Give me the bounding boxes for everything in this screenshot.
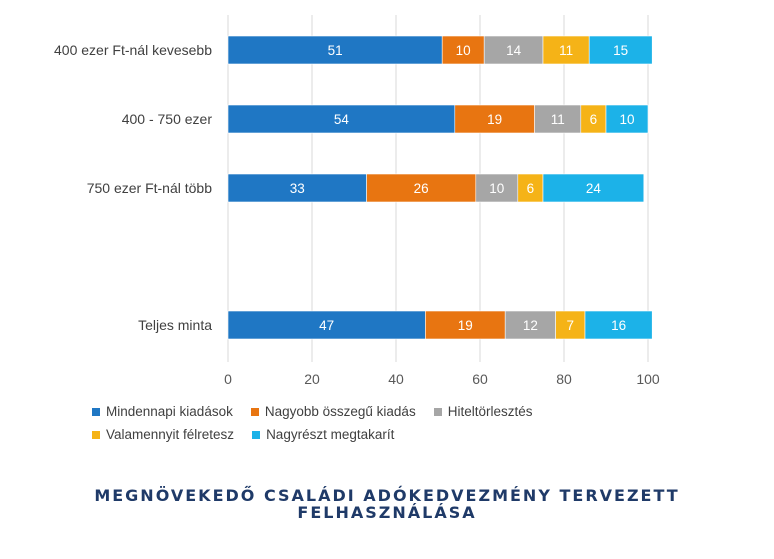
bar-segment	[366, 173, 477, 203]
legend-item: Hiteltörlesztés	[433, 404, 533, 419]
data-label: 11	[559, 43, 573, 58]
x-tick-label: 80	[556, 371, 572, 387]
legend-label: Nagyobb összegű kiadás	[264, 404, 416, 419]
bar-segment	[517, 173, 544, 203]
x-axis-ticks: 0 20 40 60 80 100	[224, 371, 660, 387]
data-label: 47	[319, 318, 334, 333]
data-label: 33	[290, 181, 305, 196]
data-label: 11	[551, 112, 565, 127]
data-label: 51	[328, 43, 343, 58]
x-tick-label: 20	[304, 371, 320, 387]
legend-item: Mindennapi kiadások	[92, 404, 233, 419]
data-label: 12	[523, 318, 538, 333]
bar-segment	[534, 104, 582, 134]
legend-item: Nagyobb összegű kiadás	[250, 404, 416, 419]
bar-segment	[504, 310, 556, 340]
category-label: 750 ezer Ft-nál több	[87, 180, 213, 196]
data-label: 19	[458, 318, 473, 333]
bar-segment	[454, 104, 535, 134]
data-label: 14	[506, 43, 522, 58]
bar-segment	[580, 104, 607, 134]
legend-label: Mindennapi kiadások	[106, 404, 233, 419]
data-label: 15	[613, 43, 628, 58]
bar-segment	[227, 104, 456, 134]
data-label: 10	[456, 43, 471, 58]
data-label: 54	[334, 112, 350, 127]
legend-item: Valamennyit félretesz	[92, 427, 234, 442]
x-tick-label: 0	[224, 371, 232, 387]
legend-item: Nagyrészt megtakarít	[252, 427, 394, 442]
data-label: 7	[567, 318, 575, 333]
bar-segment	[588, 35, 653, 65]
data-label: 26	[414, 181, 429, 196]
bar-segment	[605, 104, 649, 134]
legend-swatch	[252, 430, 261, 439]
data-label: 6	[527, 181, 535, 196]
bar-segment	[425, 310, 506, 340]
legend-row-1: Mindennapi kiadások Nagyobb összegű kiad…	[92, 400, 712, 423]
data-label: 16	[611, 318, 626, 333]
data-label: 10	[619, 112, 634, 127]
legend: Mindennapi kiadások Nagyobb összegű kiad…	[92, 400, 712, 446]
bar-segment	[227, 173, 367, 203]
bar-segment	[584, 310, 653, 340]
legend-swatch	[92, 430, 100, 439]
legend-swatch	[250, 407, 259, 416]
x-tick-label: 40	[388, 371, 404, 387]
legend-label: Hiteltörlesztés	[447, 404, 533, 419]
data-label: 10	[489, 181, 504, 196]
category-label: 400 - 750 ezer	[122, 111, 213, 127]
category-label: 400 ezer Ft-nál kevesebb	[54, 42, 212, 58]
chart-title: MEGNÖVEKEDŐ CSALÁDI ADÓKEDVEZMÉNY TERVEZ…	[94, 486, 680, 522]
legend-row-2: Valamennyit félretesz Nagyrészt megtakar…	[92, 423, 712, 446]
data-label: 24	[586, 181, 602, 196]
bars: 51 10 14 11 15 54 19 11 6 10 33 26 10 6 24 47 19 12 7 16	[227, 35, 653, 340]
legend-label: Valamennyit félretesz	[106, 427, 235, 442]
category-label: Teljes minta	[138, 317, 212, 333]
x-tick-label: 60	[472, 371, 488, 387]
legend-swatch	[92, 407, 100, 416]
bar-segment	[475, 173, 519, 203]
bar-segment	[542, 35, 590, 65]
data-label: 19	[487, 112, 502, 127]
category-labels: 400 ezer Ft-nál kevesebb 400 - 750 ezer 75…	[54, 42, 212, 333]
bar-segment	[542, 173, 645, 203]
x-tick-label: 100	[636, 371, 660, 387]
data-label: 6	[590, 112, 598, 127]
legend-label: Nagyrészt megtakarít	[266, 427, 395, 442]
legend-swatch	[433, 407, 442, 416]
bar-segment	[227, 35, 443, 65]
